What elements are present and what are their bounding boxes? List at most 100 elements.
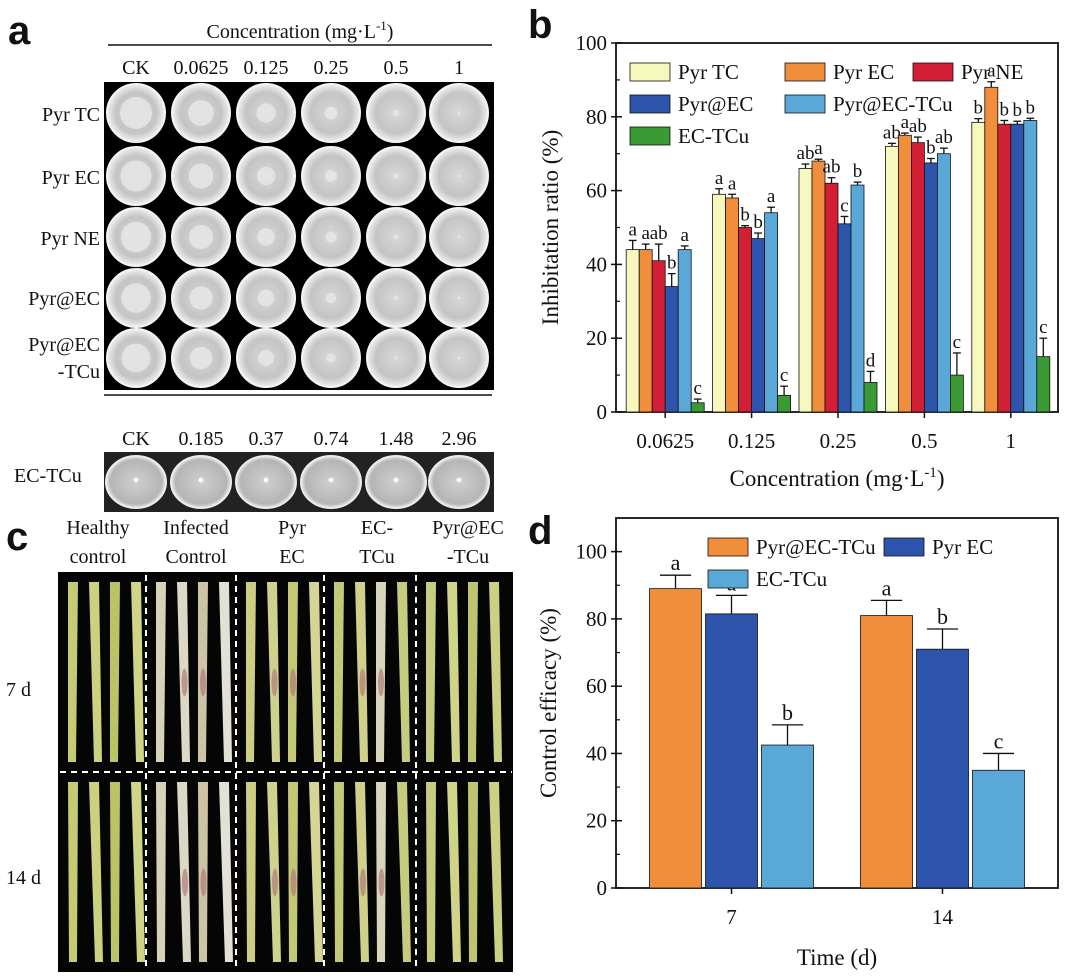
bar bbox=[924, 162, 938, 413]
row-label: Pyr@EC bbox=[28, 334, 100, 356]
rice-stalk bbox=[309, 582, 322, 762]
bar bbox=[1010, 123, 1025, 413]
y-tick-label: 80 bbox=[586, 105, 607, 129]
significance-letter: a bbox=[882, 575, 892, 600]
panel-a-ectcu-dishes bbox=[105, 455, 490, 509]
colony bbox=[457, 356, 461, 360]
legend-swatch bbox=[707, 537, 749, 557]
y-tick-label: 60 bbox=[586, 179, 607, 203]
x-axis-label-text: Concentration (mg·L bbox=[730, 466, 925, 491]
column-label: 0.25 bbox=[314, 57, 349, 79]
rice-stalk bbox=[447, 582, 460, 762]
ectcu-column-label: CK bbox=[122, 428, 150, 450]
rice-stalk bbox=[397, 782, 411, 962]
significance-letter: b bbox=[853, 161, 863, 182]
y-tick-label: 100 bbox=[576, 31, 608, 55]
row-label: -TCu bbox=[58, 361, 100, 383]
chart-d: 0204060801007aab14abcControl efficacy (%… bbox=[536, 517, 1059, 970]
significance-letter: c bbox=[953, 332, 961, 353]
colony bbox=[189, 346, 213, 370]
legend-label: EC-TCu bbox=[756, 567, 828, 591]
x-tick-label: 0.25 bbox=[820, 429, 857, 453]
colony bbox=[120, 97, 152, 129]
panel-c-dividers bbox=[60, 575, 512, 970]
lesion bbox=[290, 868, 297, 897]
rice-stalk bbox=[68, 582, 78, 762]
bar bbox=[811, 160, 826, 413]
bar bbox=[712, 193, 726, 413]
y-tick-label: 100 bbox=[576, 540, 608, 564]
significance-letter: a bbox=[767, 186, 776, 207]
significance-letter: ab bbox=[823, 157, 841, 178]
colony bbox=[189, 225, 213, 249]
rice-stalk bbox=[489, 582, 502, 762]
lesion bbox=[359, 668, 366, 697]
x-tick-label: 1 bbox=[1006, 429, 1017, 453]
rice-stalk bbox=[89, 582, 102, 762]
bar bbox=[971, 121, 986, 413]
rice-stalk bbox=[131, 582, 144, 762]
rice-stalk bbox=[110, 582, 120, 762]
panel-c-stalks bbox=[68, 582, 503, 962]
panel-c-letter: c bbox=[6, 515, 28, 559]
column-header: TCu bbox=[359, 546, 395, 568]
rice-stalk bbox=[489, 782, 503, 962]
panel-a-row-labels: Pyr TC Pyr EC Pyr NE Pyr@EC Pyr@EC -TCu bbox=[28, 104, 100, 383]
significance-letter: a bbox=[814, 138, 823, 159]
rice-stalk bbox=[156, 782, 166, 962]
significance-letter: ab bbox=[650, 223, 668, 244]
column-header: -TCu bbox=[447, 546, 489, 568]
colony bbox=[120, 221, 152, 253]
legend-swatch bbox=[912, 62, 954, 82]
panel-c-time-14d: 14 d bbox=[6, 867, 41, 889]
significance-letter: ab bbox=[883, 122, 901, 143]
ectcu-column-label: 2.96 bbox=[442, 428, 477, 450]
y-axis-label: Control efficacy (%) bbox=[536, 608, 561, 798]
rice-stalk bbox=[334, 782, 344, 962]
bar bbox=[764, 212, 778, 413]
panel-a-dish-grid bbox=[104, 82, 494, 390]
colony bbox=[457, 296, 461, 300]
x-axis-label: Time (d) bbox=[797, 945, 877, 970]
ectcu-column-label: 0.37 bbox=[249, 428, 284, 450]
lesion bbox=[200, 668, 206, 697]
colony bbox=[393, 234, 399, 240]
column-header: Infected bbox=[163, 517, 229, 539]
x-axis-label-text: Time (d) bbox=[797, 945, 877, 970]
significance-letter: c bbox=[780, 365, 788, 386]
column-label: 0.0625 bbox=[174, 57, 229, 79]
panel-c: c Healthy control Infected Control Pyr EC EC- T… bbox=[6, 515, 513, 972]
significance-letter: b bbox=[740, 205, 750, 226]
ectcu-colony bbox=[456, 477, 462, 483]
ectcu-column-label: 1.48 bbox=[379, 428, 414, 450]
rice-stalk bbox=[426, 782, 436, 962]
x-tick-label: 7 bbox=[726, 905, 737, 929]
bar bbox=[705, 613, 758, 889]
bar bbox=[725, 197, 739, 413]
significance-letter: d bbox=[866, 350, 876, 371]
rice-stalk bbox=[309, 782, 323, 962]
colony bbox=[256, 103, 276, 123]
row-label: Pyr TC bbox=[42, 104, 100, 126]
panel-d-letter: d bbox=[528, 509, 552, 553]
x-tick-label: 14 bbox=[932, 905, 954, 929]
significance-letter: c bbox=[840, 195, 848, 216]
legend-label: Pyr EC bbox=[932, 535, 993, 559]
colony bbox=[325, 231, 337, 243]
panel-c-headers: Healthy control Infected Control Pyr EC EC- TCu… bbox=[66, 517, 504, 568]
legend-label: Pyr@EC bbox=[678, 92, 753, 116]
rice-stalk bbox=[334, 582, 344, 762]
legend-swatch bbox=[883, 537, 925, 557]
significance-letter: a bbox=[680, 225, 689, 246]
y-tick-label: 0 bbox=[597, 400, 608, 424]
column-label: 0.5 bbox=[384, 57, 409, 79]
panel-b-letter: b bbox=[528, 3, 552, 47]
bar bbox=[997, 123, 1012, 413]
lesion bbox=[181, 668, 188, 697]
colony bbox=[326, 353, 336, 363]
colony bbox=[257, 228, 275, 246]
ectcu-colony bbox=[263, 477, 269, 483]
significance-letter: b bbox=[782, 700, 793, 725]
colony bbox=[188, 163, 214, 189]
